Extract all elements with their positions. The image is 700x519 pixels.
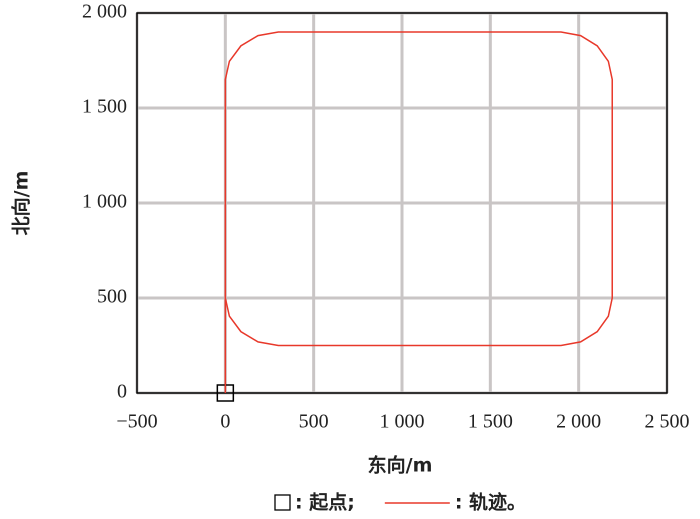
y-tick-label: 1 500 [82,96,127,118]
y-tick-label: 500 [97,286,127,308]
x-tick-label: 2 500 [645,411,690,433]
plot-frame [136,12,668,394]
legend-marker [274,494,291,511]
x-axis-label: 东向/m [368,454,433,477]
x-tick-label: −500 [116,411,157,433]
x-tick-label: 1 500 [468,411,513,433]
x-tick-label: 1 000 [380,411,425,433]
y-axis-label: 北向/m [10,171,33,236]
x-tick-label: 2 000 [556,411,601,433]
legend-label: : 起点; [295,492,355,514]
y-tick-label: 2 000 [82,1,127,23]
y-tick-label: 1 000 [82,191,127,213]
legend-label: : 轨迹。 [455,491,526,514]
x-tick-label: 0 [220,411,230,433]
y-tick-label: 0 [117,381,127,403]
trajectory-line [224,31,613,393]
x-tick-label: 500 [299,411,329,433]
